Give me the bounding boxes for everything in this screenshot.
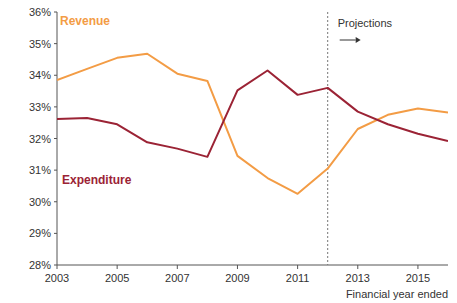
series-line xyxy=(57,54,448,194)
y-tick-label: 35% xyxy=(29,38,51,50)
y-tick xyxy=(54,201,57,202)
y-tick xyxy=(54,138,57,139)
y-tick-label: 36% xyxy=(29,6,51,18)
y-tick-label: 29% xyxy=(29,227,51,239)
x-tick xyxy=(117,265,118,269)
x-tick xyxy=(417,265,418,269)
annotation-arrow xyxy=(340,40,356,41)
x-tick xyxy=(57,265,58,269)
y-tick-label: 32% xyxy=(29,133,51,145)
series-line xyxy=(57,71,448,157)
y-tick-label: 30% xyxy=(29,196,51,208)
series-label: Expenditure xyxy=(62,173,132,187)
y-tick-label: 31% xyxy=(29,164,51,176)
x-tick xyxy=(297,265,298,269)
x-tick-label: 2009 xyxy=(225,272,249,284)
x-tick-label: 2013 xyxy=(346,272,370,284)
x-axis-label: Financial year ended xyxy=(346,288,448,300)
y-tick xyxy=(54,12,57,13)
series-label: Revenue xyxy=(60,14,110,28)
annotation-arrowhead xyxy=(356,37,361,43)
annotation-text: Projections xyxy=(338,17,393,29)
x-tick-label: 2011 xyxy=(286,272,310,284)
x-tick-label: 2007 xyxy=(165,272,189,284)
x-axis-line xyxy=(57,265,448,266)
x-tick-label: 2003 xyxy=(45,272,69,284)
x-tick xyxy=(177,265,178,269)
y-tick-label: 34% xyxy=(29,69,51,81)
y-tick xyxy=(54,170,57,171)
y-tick xyxy=(54,233,57,234)
x-tick xyxy=(237,265,238,269)
x-tick xyxy=(357,265,358,269)
y-tick-label: 33% xyxy=(29,101,51,113)
chart-container: 28% 29% 30% 31% 32% 33% 34% 35% 36% 2003 2005 2007 2… xyxy=(0,0,457,303)
chart-svg: 28% 29% 30% 31% 32% 33% 34% 35% 36% 2003 2005 2007 2… xyxy=(0,0,457,303)
y-tick xyxy=(54,75,57,76)
y-tick-label: 28% xyxy=(29,259,51,271)
x-tick-label: 2005 xyxy=(105,272,129,284)
x-tick-label: 2015 xyxy=(406,272,430,284)
projection-line xyxy=(327,12,328,265)
series-group xyxy=(57,54,448,194)
y-tick xyxy=(54,43,57,44)
y-tick xyxy=(54,106,57,107)
